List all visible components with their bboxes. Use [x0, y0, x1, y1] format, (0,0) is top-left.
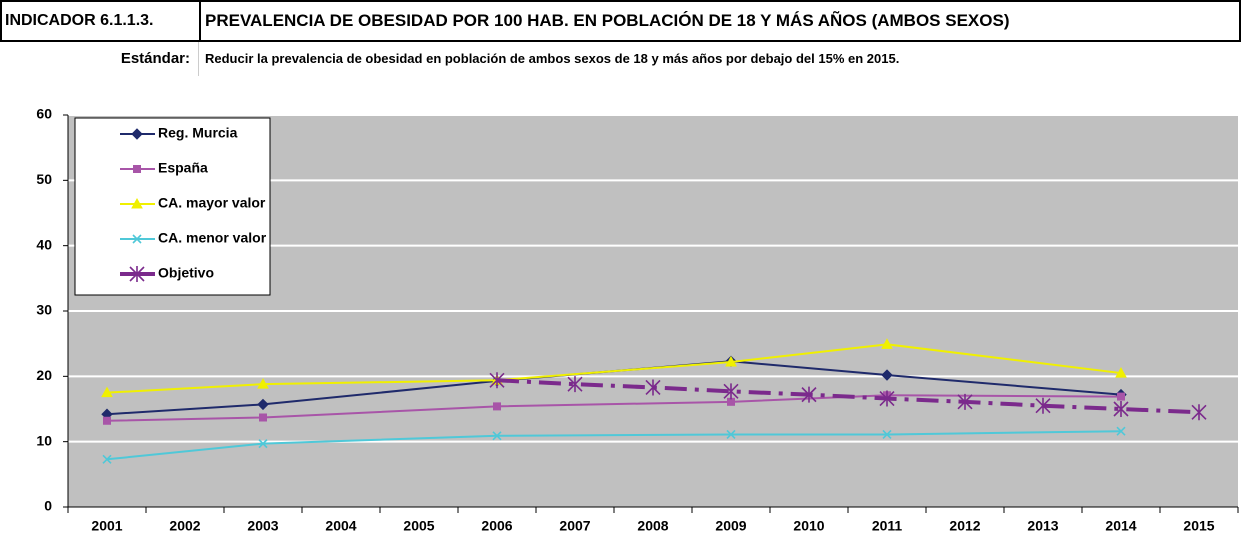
marker — [725, 355, 737, 367]
x-tick-label: 2007 — [559, 518, 590, 534]
x-tick-label: 2004 — [325, 518, 356, 534]
legend-label: Objetivo — [158, 265, 214, 281]
y-tick-label: 0 — [44, 498, 52, 514]
marker — [723, 383, 739, 400]
marker — [727, 397, 735, 406]
x-tick-label: 2013 — [1027, 518, 1058, 534]
marker — [492, 431, 502, 441]
legend-marker — [133, 165, 141, 173]
marker — [493, 402, 501, 411]
indicator: INDICADOR 6.1.1.3. — [2, 2, 201, 40]
y-tick-label: 50 — [36, 171, 52, 187]
legend-marker — [131, 197, 143, 209]
x-tick-label: 2003 — [247, 518, 278, 534]
y-tick-label: 10 — [36, 432, 52, 448]
header-row: INDICADOR 6.1.1.3. PREVALENCIA DE OBESID… — [0, 0, 1241, 42]
marker — [957, 393, 973, 410]
marker — [1191, 404, 1207, 421]
y-tick-label: 40 — [36, 236, 52, 252]
x-tick-label: 2001 — [91, 518, 122, 534]
x-tick-label: 2010 — [793, 518, 824, 534]
legend-label: España — [158, 160, 208, 176]
marker — [257, 378, 269, 389]
marker — [489, 372, 505, 389]
title: PREVALENCIA DE OBESIDAD POR 100 HAB. EN … — [205, 11, 1010, 30]
standard-text: Reducir la prevalencia de obesidad en po… — [205, 51, 900, 66]
marker — [103, 416, 111, 425]
marker — [1115, 367, 1127, 378]
x-tick-label: 2009 — [715, 518, 746, 534]
marker — [258, 439, 268, 449]
legend-label: Reg. Murcia — [158, 125, 238, 141]
marker — [1116, 426, 1126, 436]
legend-label: CA. mayor valor — [158, 195, 266, 211]
series-line — [106, 394, 1122, 422]
x-tick-label: 2008 — [637, 518, 668, 534]
y-tick-label: 20 — [36, 367, 52, 383]
marker — [1117, 392, 1125, 401]
standard-label: Estándar: — [0, 42, 199, 76]
marker — [259, 413, 267, 422]
series-line — [496, 378, 1200, 415]
marker — [101, 386, 113, 398]
x-tick-label: 2015 — [1183, 518, 1214, 534]
marker — [879, 390, 895, 407]
marker — [645, 379, 661, 396]
legend-marker — [132, 234, 142, 244]
legend-marker — [129, 266, 145, 282]
x-tick-label: 2006 — [481, 518, 512, 534]
x-tick-label: 2011 — [872, 518, 903, 534]
marker — [567, 376, 583, 393]
series-line — [106, 430, 1122, 461]
marker — [801, 386, 817, 403]
marker — [881, 369, 893, 381]
x-tick-label: 2014 — [1105, 518, 1136, 534]
marker — [257, 398, 269, 411]
x-tick-label: 2005 — [403, 518, 434, 534]
legend-box — [74, 117, 271, 296]
marker — [1035, 397, 1051, 414]
marker — [881, 338, 893, 349]
y-tick-label: 30 — [36, 302, 52, 318]
marker — [726, 429, 736, 440]
x-axis-separators — [67, 507, 1239, 513]
marker — [1113, 401, 1129, 417]
x-tick-label: 2012 — [949, 518, 980, 534]
marker — [882, 429, 892, 440]
legend-label: CA. menor valor — [158, 230, 267, 246]
y-tick-label: 60 — [36, 106, 52, 122]
standard-row: Estándar: Reducir la prevalencia de obes… — [0, 42, 1241, 76]
marker — [102, 454, 112, 464]
legend-marker — [131, 128, 143, 140]
x-tick-label: 2002 — [169, 518, 200, 534]
series-line — [106, 343, 1122, 394]
